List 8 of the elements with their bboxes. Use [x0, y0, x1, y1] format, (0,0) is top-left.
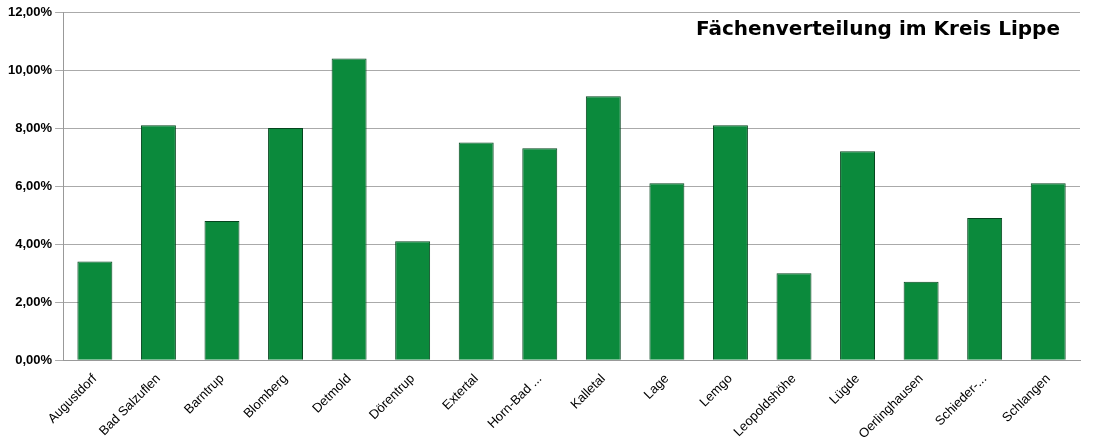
chart-title: Fächenverteilung im Kreis Lippe	[695, 16, 1060, 41]
y-tick-label: 12,00%	[8, 3, 53, 19]
y-tick-label: 8,00%	[15, 119, 53, 135]
y-tick-label: 10,00%	[8, 61, 53, 77]
y-tick-label: 0,00%	[15, 351, 53, 367]
y-tick-label: 2,00%	[15, 293, 53, 309]
y-tick-label: 6,00%	[15, 177, 53, 193]
y-tick-label: 4,00%	[15, 235, 53, 251]
